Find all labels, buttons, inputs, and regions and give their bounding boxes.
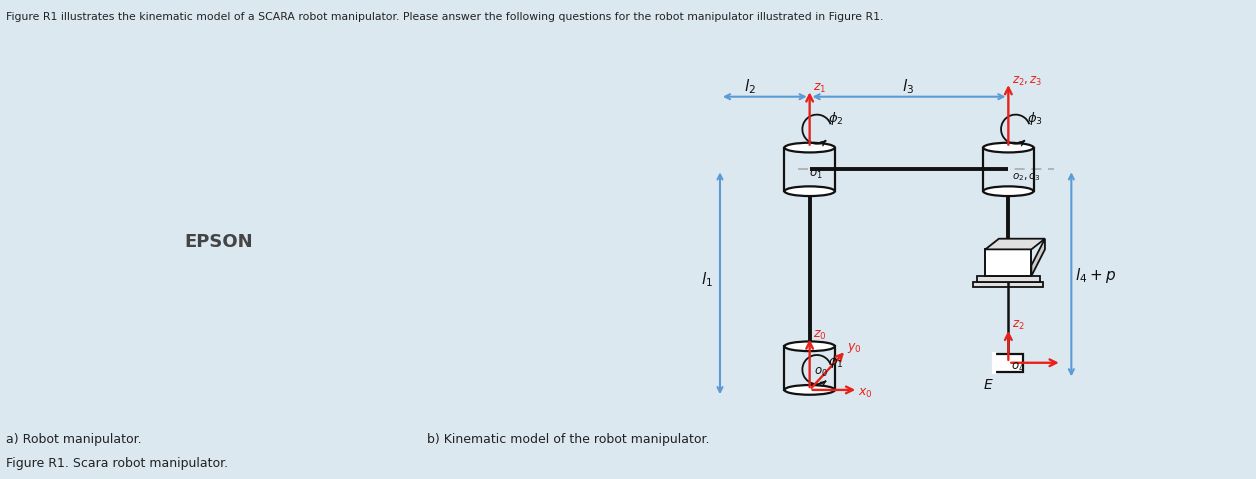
Text: $\phi_1$: $\phi_1$ (828, 353, 844, 370)
Text: b) Kinematic model of the robot manipulator.: b) Kinematic model of the robot manipula… (427, 433, 710, 446)
Ellipse shape (785, 143, 835, 152)
Bar (993, 354, 1022, 372)
Ellipse shape (983, 186, 1034, 196)
Ellipse shape (983, 143, 1034, 152)
Text: Figure R1. Scara robot manipulator.: Figure R1. Scara robot manipulator. (6, 457, 229, 470)
Text: $z_0$: $z_0$ (813, 329, 826, 342)
Ellipse shape (785, 342, 835, 351)
Text: $l_1$: $l_1$ (701, 271, 712, 289)
Ellipse shape (785, 186, 835, 196)
FancyBboxPatch shape (973, 282, 1044, 287)
Text: $o_0$: $o_0$ (814, 366, 828, 379)
Polygon shape (985, 239, 1045, 250)
Text: $z_1$: $z_1$ (813, 81, 826, 94)
Text: $o_1$: $o_1$ (809, 168, 823, 181)
Text: $z_2$: $z_2$ (1012, 319, 1025, 332)
Text: $\phi_2$: $\phi_2$ (828, 110, 844, 127)
Text: $x_0$: $x_0$ (858, 387, 873, 400)
Text: $\phi_3$: $\phi_3$ (1026, 110, 1042, 127)
Text: $z_2, z_3$: $z_2, z_3$ (1012, 75, 1042, 88)
Text: Figure R1 illustrates the kinematic model of a SCARA robot manipulator. Please a: Figure R1 illustrates the kinematic mode… (6, 12, 884, 22)
Text: $l_3$: $l_3$ (902, 77, 914, 96)
Text: $o_2, o_3$: $o_2, o_3$ (1012, 171, 1041, 183)
Text: $o_4$: $o_4$ (1011, 361, 1025, 374)
Text: $l_2$: $l_2$ (745, 77, 756, 96)
Text: $E$: $E$ (983, 378, 993, 392)
Ellipse shape (785, 385, 835, 395)
Polygon shape (1031, 239, 1045, 276)
Text: a) Robot manipulator.: a) Robot manipulator. (6, 433, 142, 446)
FancyBboxPatch shape (977, 276, 1040, 282)
Text: EPSON: EPSON (185, 233, 254, 251)
Text: $l_4 + p$: $l_4 + p$ (1075, 266, 1117, 285)
Text: $y_0$: $y_0$ (847, 341, 862, 355)
Bar (985, 250, 1031, 276)
